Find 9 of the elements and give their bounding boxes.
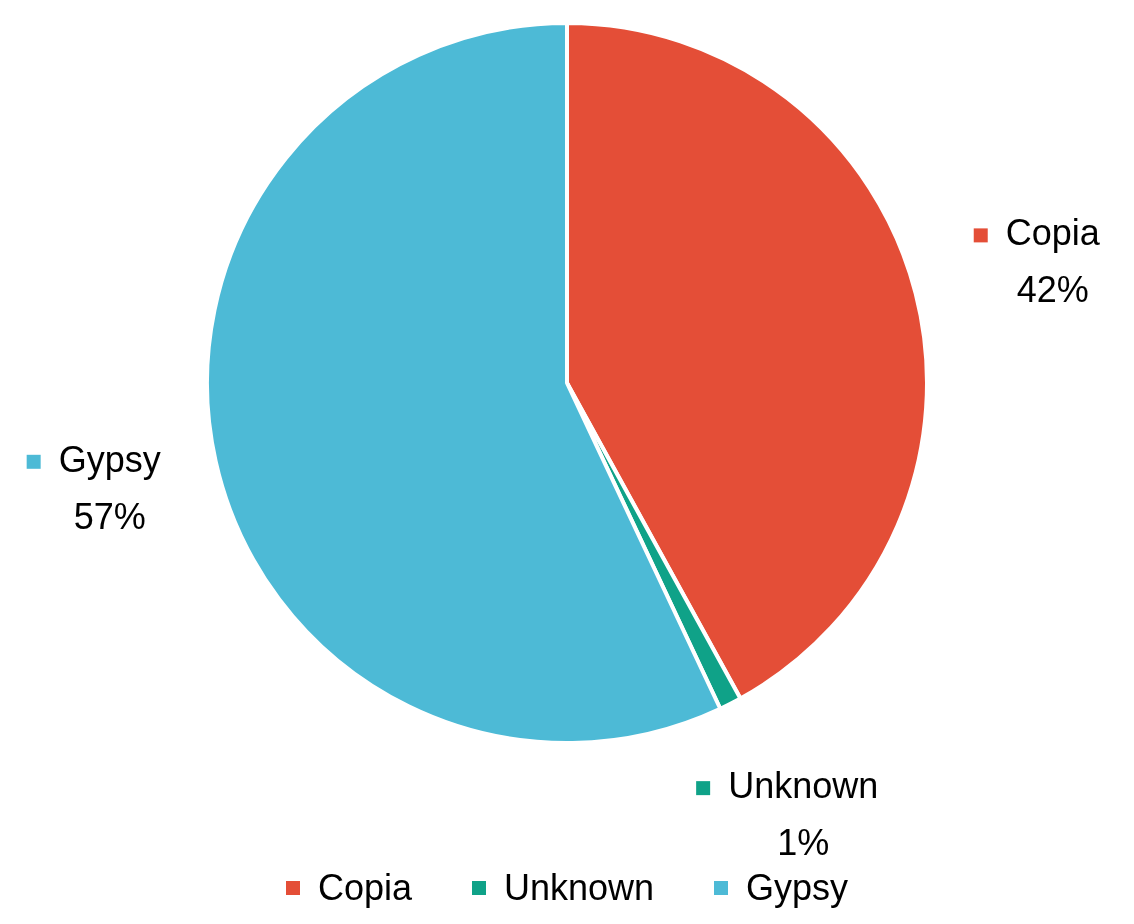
legend-label: Gypsy <box>58 438 161 480</box>
data-label: 57% <box>73 495 146 537</box>
data-label: 1% <box>777 822 830 864</box>
category-label: Gypsy <box>746 867 849 908</box>
category-label: Copia <box>317 867 412 908</box>
legend-label: Unknown <box>728 765 879 807</box>
legend-label: Copia <box>1005 212 1101 254</box>
data-label: 42% <box>1016 269 1089 311</box>
category-label: Unknown <box>503 867 655 908</box>
